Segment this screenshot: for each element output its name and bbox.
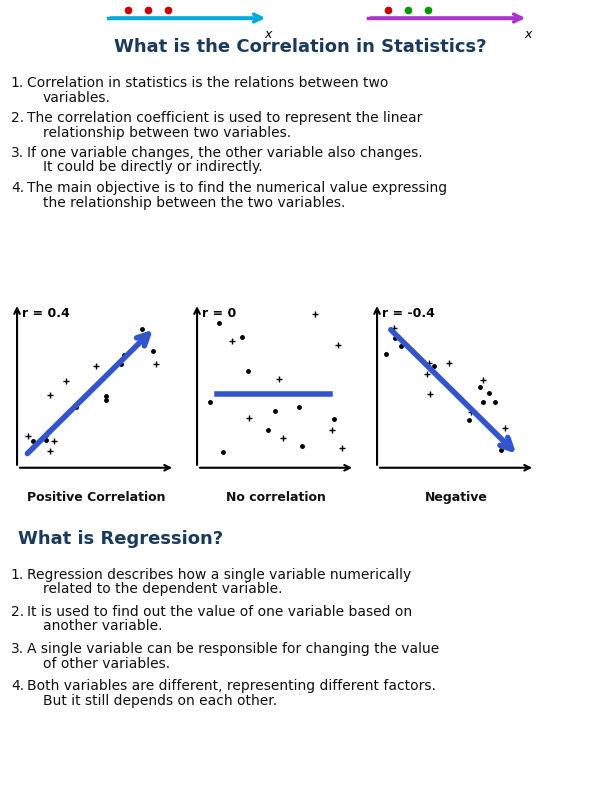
Text: It is used to find out the value of one variable based on: It is used to find out the value of one … <box>27 605 412 619</box>
Text: Regression describes how a single variable numerically: Regression describes how a single variab… <box>27 568 411 582</box>
Text: relationship between two variables.: relationship between two variables. <box>43 126 291 139</box>
Text: But it still depends on each other.: But it still depends on each other. <box>43 694 277 707</box>
Text: x: x <box>265 28 272 41</box>
Text: 3.: 3. <box>11 642 24 656</box>
Text: 4.: 4. <box>11 679 24 693</box>
Text: 2.: 2. <box>11 605 24 619</box>
Text: 2.: 2. <box>11 111 24 125</box>
Text: 4.: 4. <box>11 181 24 195</box>
Text: r = 0: r = 0 <box>202 306 236 320</box>
Text: r = -0.4: r = -0.4 <box>382 306 435 320</box>
Text: Both variables are different, representing different factors.: Both variables are different, representi… <box>27 679 436 693</box>
Text: If one variable changes, the other variable also changes.: If one variable changes, the other varia… <box>27 146 422 160</box>
Text: of other variables.: of other variables. <box>43 657 170 670</box>
Text: Negative: Negative <box>425 491 487 504</box>
Text: the relationship between the two variables.: the relationship between the two variabl… <box>43 195 346 210</box>
Text: 1.: 1. <box>11 568 24 582</box>
Text: 3.: 3. <box>11 146 24 160</box>
Text: variables.: variables. <box>43 90 111 105</box>
Text: Correlation in statistics is the relations between two: Correlation in statistics is the relatio… <box>27 76 388 90</box>
Text: No correlation: No correlation <box>226 491 326 504</box>
Text: The main objective is to find the numerical value expressing: The main objective is to find the numeri… <box>27 181 447 195</box>
Text: It could be directly or indirectly.: It could be directly or indirectly. <box>43 161 263 174</box>
Text: Positive Correlation: Positive Correlation <box>27 491 165 504</box>
Text: 1.: 1. <box>11 76 24 90</box>
Text: related to the dependent variable.: related to the dependent variable. <box>43 582 283 597</box>
Text: A single variable can be responsible for changing the value: A single variable can be responsible for… <box>27 642 439 656</box>
Text: What is the Correlation in Statistics?: What is the Correlation in Statistics? <box>114 38 486 56</box>
Text: What is Regression?: What is Regression? <box>18 530 223 548</box>
Text: another variable.: another variable. <box>43 619 163 634</box>
Text: x: x <box>524 28 532 41</box>
Text: The correlation coefficient is used to represent the linear: The correlation coefficient is used to r… <box>27 111 422 125</box>
Text: r = 0.4: r = 0.4 <box>22 306 70 320</box>
